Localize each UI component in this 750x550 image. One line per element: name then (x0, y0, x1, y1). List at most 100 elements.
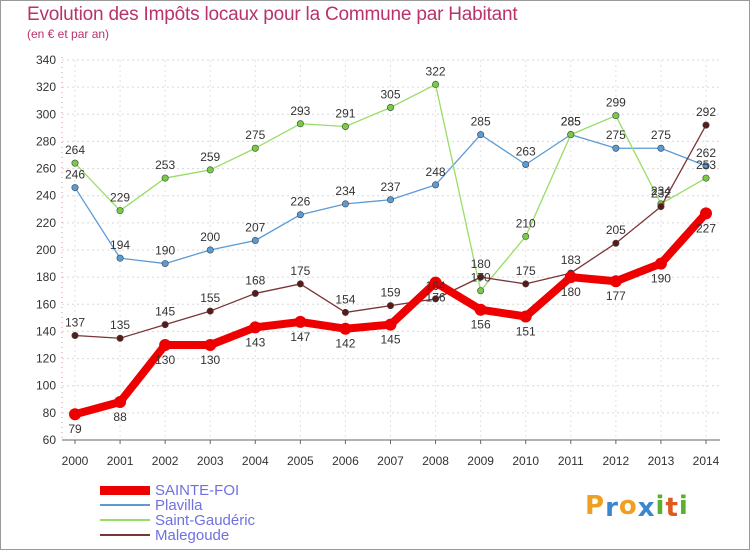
data-label: 322 (426, 64, 446, 78)
data-label: 183 (561, 253, 581, 267)
y-tick-label: 280 (36, 134, 56, 148)
y-tick-label: 80 (43, 406, 57, 420)
data-label: 135 (110, 318, 130, 332)
data-label: 291 (335, 107, 355, 121)
y-tick-label: 100 (36, 379, 56, 393)
data-label: 293 (290, 104, 310, 118)
data-label: 210 (516, 216, 536, 230)
data-point (161, 260, 169, 268)
data-label: 246 (65, 168, 85, 182)
x-tick-label: 2013 (648, 454, 675, 468)
data-label: 285 (561, 115, 581, 129)
data-label: 175 (290, 264, 310, 278)
x-tick-label: 2006 (332, 454, 359, 468)
data-label: 88 (113, 410, 127, 424)
x-tick-label: 2001 (107, 454, 134, 468)
data-point (567, 131, 575, 139)
logo-letter: P (585, 491, 606, 521)
data-point (386, 196, 394, 204)
data-point (206, 307, 214, 315)
data-point (657, 203, 665, 211)
data-label: 145 (380, 333, 400, 347)
data-point (384, 318, 397, 331)
data-label: 168 (245, 273, 265, 287)
data-label: 176 (426, 291, 446, 305)
y-tick-label: 140 (36, 324, 56, 338)
x-tick-label: 2000 (62, 454, 89, 468)
data-label: 154 (335, 292, 355, 306)
data-label: 175 (516, 264, 536, 278)
data-label: 142 (335, 337, 355, 351)
data-point (519, 310, 532, 323)
data-label: 156 (471, 318, 491, 332)
data-point (249, 321, 262, 334)
y-tick-label: 220 (36, 216, 56, 230)
legend-swatch (100, 485, 150, 495)
data-label: 253 (155, 158, 175, 172)
x-tick-label: 2002 (152, 454, 179, 468)
data-point (654, 257, 667, 270)
data-label: 229 (110, 191, 130, 205)
data-label: 259 (200, 150, 220, 164)
data-label: 180 (561, 285, 581, 299)
data-label: 145 (155, 305, 175, 319)
logo-letter: o (618, 491, 638, 521)
data-point (609, 275, 622, 288)
logo-letter: i (678, 491, 689, 521)
data-label: 155 (200, 291, 220, 305)
data-point (657, 144, 665, 152)
data-label: 226 (290, 195, 310, 209)
data-point (296, 280, 304, 288)
data-label: 194 (110, 238, 130, 252)
data-point (251, 144, 259, 152)
y-tick-label: 300 (36, 107, 56, 121)
data-point (114, 396, 127, 408)
y-tick-label: 260 (36, 162, 56, 176)
legend-swatch (100, 519, 150, 521)
data-point (429, 276, 442, 289)
data-label: 190 (651, 272, 671, 286)
data-point (341, 308, 349, 316)
data-point (477, 287, 485, 295)
data-label: 253 (696, 158, 716, 172)
data-label: 207 (245, 221, 265, 235)
data-label: 264 (65, 143, 85, 157)
data-label: 292 (696, 105, 716, 119)
data-point (206, 246, 214, 254)
data-point (702, 174, 710, 182)
data-label: 234 (651, 184, 671, 198)
data-point (339, 322, 352, 335)
data-point (702, 162, 710, 170)
data-point (341, 200, 349, 208)
data-label: 299 (606, 96, 626, 110)
data-point (700, 207, 712, 220)
data-point (251, 237, 259, 245)
legend-label: Plavilla (155, 497, 203, 514)
data-label: 248 (426, 165, 446, 179)
data-point (69, 408, 81, 421)
data-point (159, 339, 172, 351)
data-point (522, 161, 530, 169)
data-label: 205 (606, 223, 626, 237)
data-label: 79 (68, 422, 82, 436)
proxiti-logo: Proxiti (585, 491, 689, 523)
data-label: 200 (200, 230, 220, 244)
data-point (71, 331, 79, 339)
data-label: 275 (606, 128, 626, 142)
x-tick-label: 2005 (287, 454, 314, 468)
data-point (612, 112, 620, 120)
data-point (432, 181, 440, 189)
data-label: 177 (606, 289, 626, 303)
y-tick-label: 120 (36, 352, 56, 366)
data-point (294, 315, 307, 328)
x-tick-label: 2008 (422, 454, 449, 468)
x-tick-label: 2010 (512, 454, 539, 468)
x-tick-label: 2014 (693, 454, 720, 468)
data-point (206, 166, 214, 174)
data-label: 170 (471, 271, 491, 285)
data-point (116, 254, 124, 262)
y-tick-label: 340 (36, 53, 56, 67)
data-point (161, 321, 169, 329)
legend-label: Malegoude (155, 527, 230, 544)
